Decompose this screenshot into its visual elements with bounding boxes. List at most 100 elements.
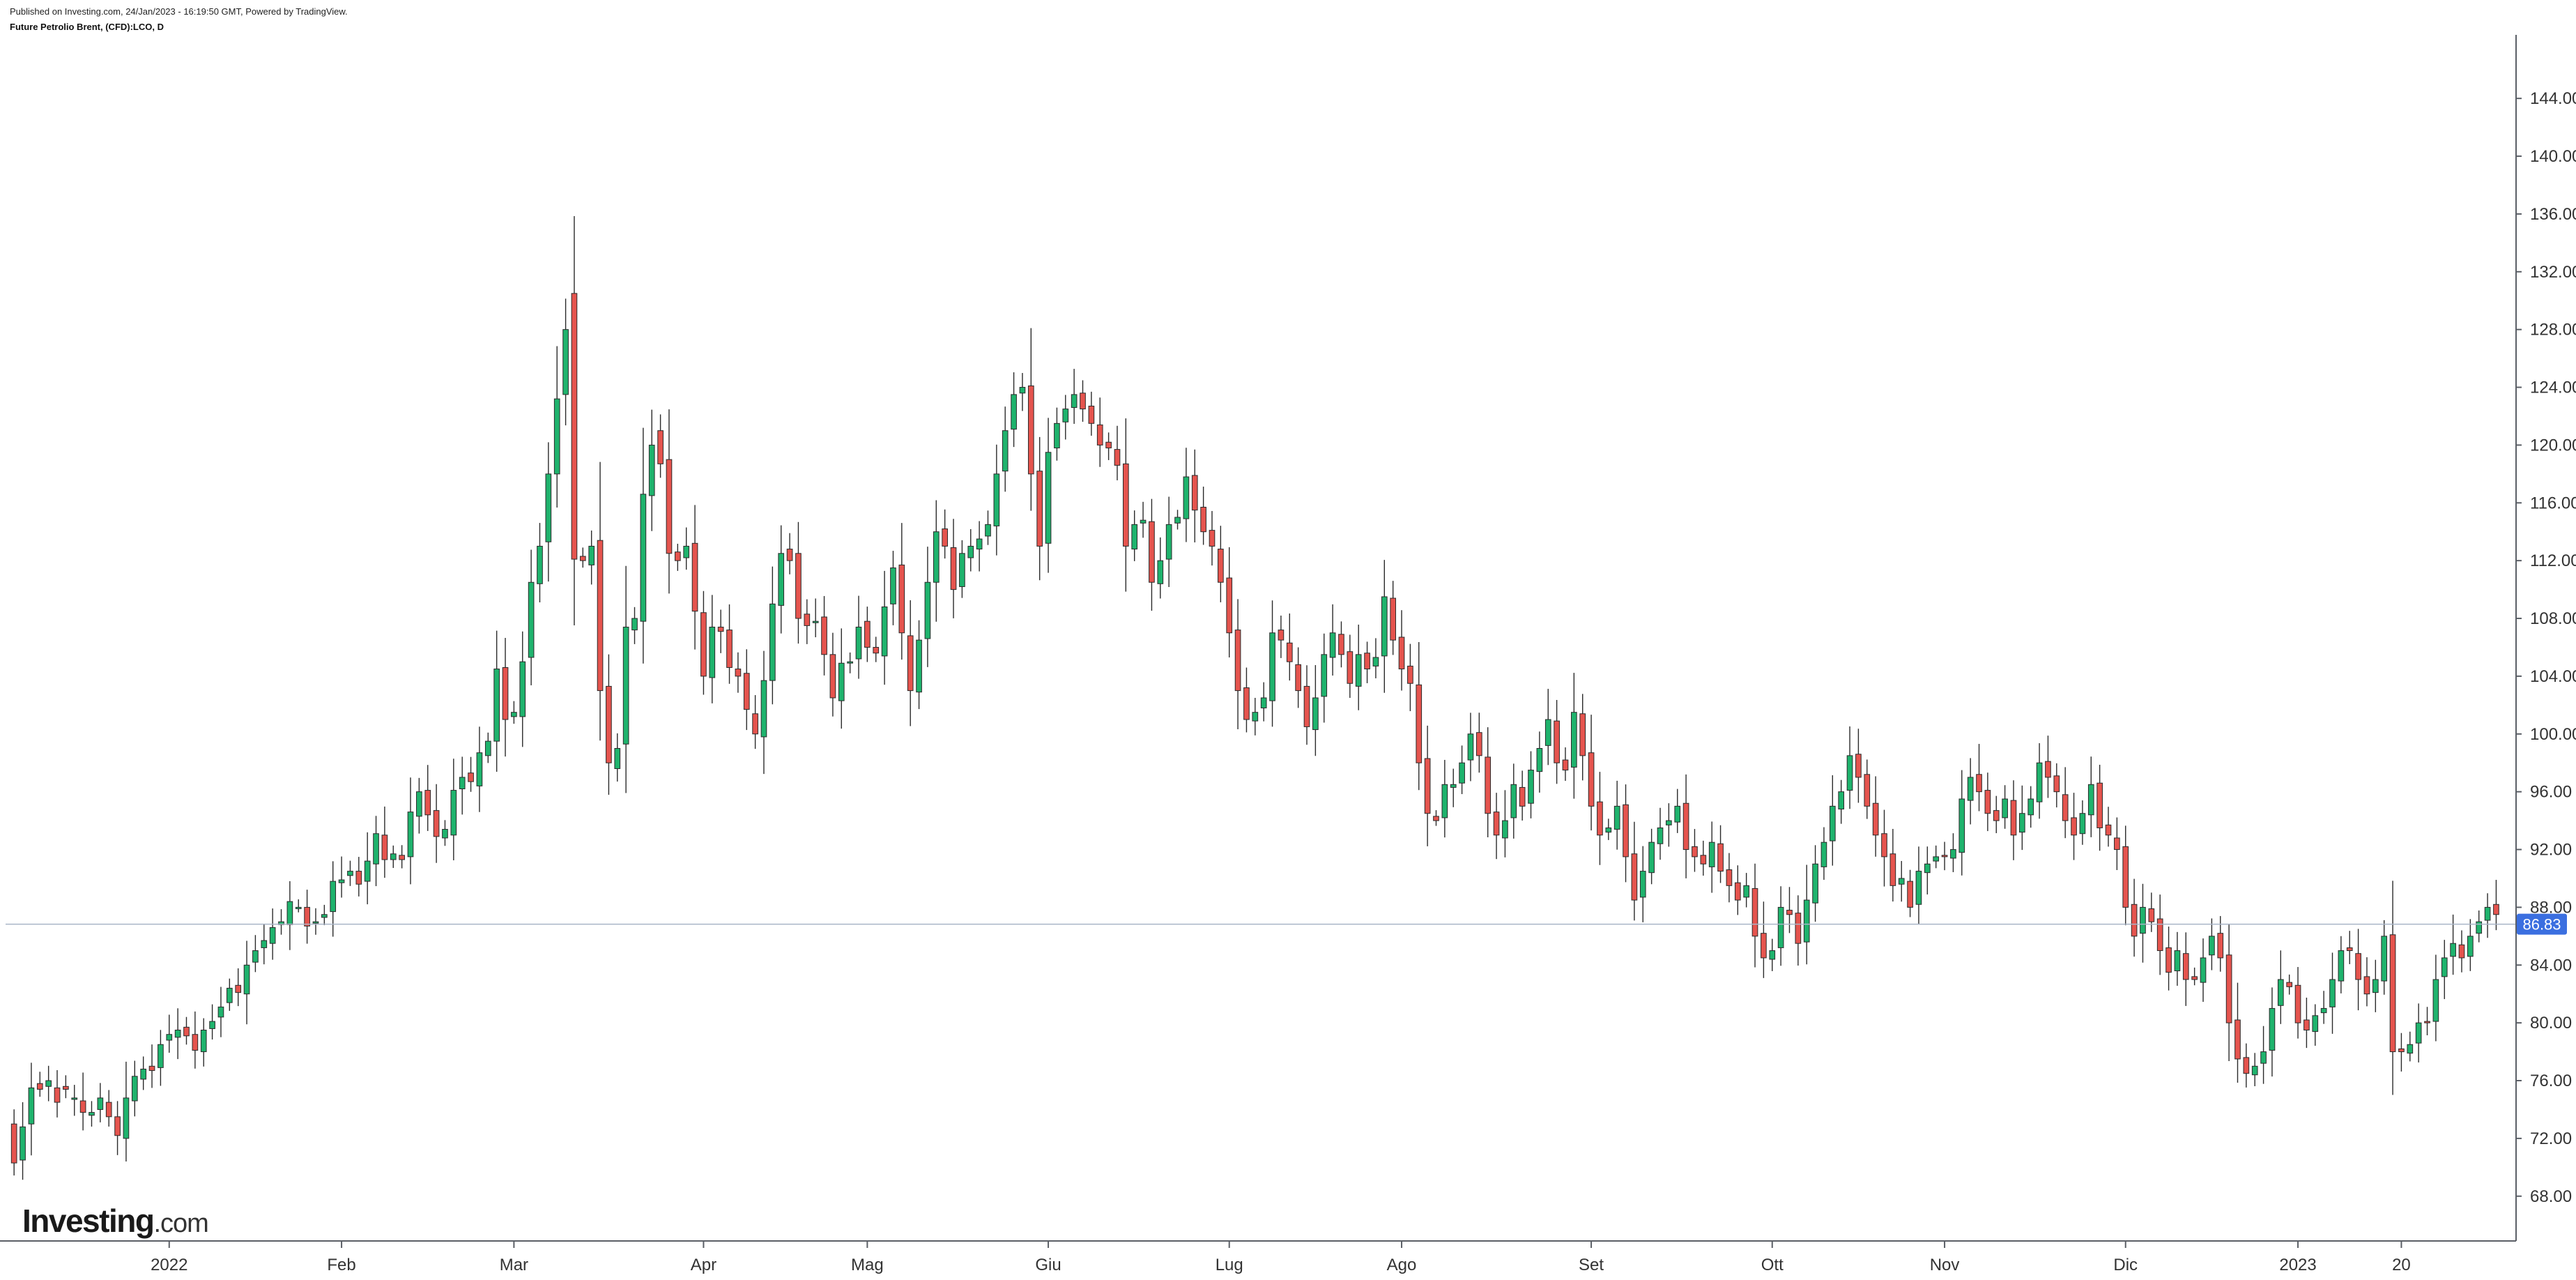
candle-body (2209, 936, 2215, 956)
candle (2010, 780, 2017, 860)
candle-body (2441, 957, 2448, 977)
candle-body (2087, 784, 2094, 816)
candle-body (1761, 933, 1767, 959)
candle (1260, 682, 1267, 722)
candle-body (502, 666, 509, 720)
candle (1475, 713, 1482, 773)
candle-body (286, 901, 293, 925)
candle (131, 1060, 138, 1117)
candle-body (1734, 882, 1741, 901)
candle (562, 298, 569, 426)
candle (528, 549, 535, 685)
candle (2225, 924, 2232, 1061)
candle-body (614, 747, 621, 770)
candle (1639, 846, 1646, 922)
candle (1993, 795, 2000, 834)
candle-body (1777, 906, 1784, 948)
x-tick-label: 2022 (151, 1256, 187, 1274)
candle (2131, 878, 2138, 957)
candle-body (1234, 630, 1241, 692)
candle (1054, 407, 1060, 461)
candle (338, 856, 345, 898)
candle-body (1536, 747, 1543, 772)
candle (1898, 860, 1905, 902)
candle (1786, 887, 1793, 934)
candle-body (140, 1068, 146, 1080)
candle (1002, 406, 1009, 492)
candle-body (579, 556, 586, 561)
candle (2407, 1031, 2414, 1062)
candle (1579, 694, 1586, 781)
candle (717, 609, 724, 653)
candle (700, 591, 707, 695)
candle (2269, 987, 2276, 1077)
candle (364, 832, 371, 905)
candle-body (2036, 762, 2043, 802)
candle-body (2476, 921, 2483, 934)
candle-body (2191, 976, 2198, 980)
candle-body (898, 564, 905, 634)
candle (174, 1008, 181, 1060)
candle-body (1131, 524, 1138, 550)
candle (158, 1030, 164, 1086)
candle (1872, 776, 1879, 857)
candle-body (1157, 560, 1164, 584)
candle-body (424, 790, 431, 816)
candle (243, 940, 250, 1025)
candle (812, 598, 819, 638)
candle (1312, 664, 1319, 756)
candle (484, 732, 491, 763)
candle-body (1493, 812, 1500, 836)
candle-body (933, 531, 940, 583)
candle (1588, 715, 1595, 831)
candle-body (648, 444, 655, 496)
candle-body (2355, 953, 2361, 980)
x-tick-label: Set (1579, 1256, 1604, 1274)
candle (640, 427, 647, 664)
candle (304, 890, 310, 944)
candle (881, 570, 888, 685)
x-tick-label: Lug (1216, 1256, 1243, 1274)
candle (1829, 775, 1836, 866)
candle (829, 632, 836, 717)
candle (1812, 845, 1818, 922)
candle (2096, 764, 2103, 851)
candle-body (993, 473, 1000, 526)
candle (916, 620, 922, 710)
candle (226, 978, 233, 1011)
candle-body (269, 927, 276, 944)
candle-body (1123, 463, 1129, 547)
x-tick-label: Feb (327, 1256, 355, 1274)
candle-body (459, 777, 466, 790)
candle (1191, 449, 1198, 543)
candle-body (1605, 827, 1612, 833)
candle (235, 968, 242, 1007)
candle-body (183, 1026, 190, 1037)
candle (726, 604, 733, 684)
candle-body (114, 1116, 121, 1136)
candle-body (2277, 979, 2284, 1006)
last-price-label: 86.83 (2517, 913, 2567, 935)
candle-body (2174, 950, 2181, 972)
candle-body (2251, 1065, 2258, 1076)
candle (261, 924, 268, 965)
candle (1071, 369, 1078, 424)
candle (847, 652, 853, 673)
candle (209, 1004, 215, 1040)
candle (1364, 641, 1370, 683)
candle-body (1726, 869, 1733, 886)
candle (1338, 621, 1344, 668)
candle (166, 1014, 173, 1053)
y-tick-label: 108.00 (2530, 609, 2576, 628)
candle (1149, 498, 1155, 611)
candle (63, 1075, 69, 1099)
candle (1666, 803, 1672, 847)
candle (2432, 954, 2439, 1042)
candle-body (631, 618, 638, 631)
candle (571, 216, 578, 626)
candle-body (166, 1034, 173, 1041)
candle (1623, 784, 1629, 883)
candle-body (2320, 1007, 2327, 1014)
candle-body (838, 662, 845, 701)
